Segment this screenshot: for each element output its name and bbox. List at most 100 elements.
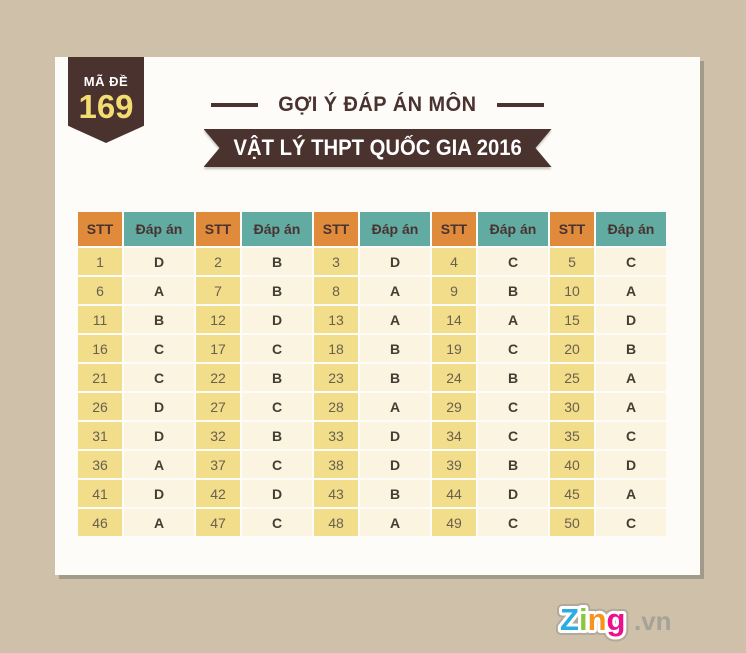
subject-title: VẬT LÝ THPT QUỐC GIA 2016	[233, 135, 522, 160]
answer-cell: D	[360, 422, 430, 449]
answer-cell: C	[242, 393, 312, 420]
question-number-cell: 50	[550, 509, 594, 536]
answer-cell: B	[242, 277, 312, 304]
question-number-cell: 22	[196, 364, 240, 391]
table-row: 26 D 27 C 28 A 29 C 30 A	[78, 393, 666, 420]
question-number-cell: 14	[432, 306, 476, 333]
answer-cell: A	[124, 451, 194, 478]
table-header-row: STT Đáp án STT Đáp án STT Đáp án STT Đáp án STT Đ…	[78, 212, 666, 246]
page-title: GỢI Ý ĐÁP ÁN MÔN	[278, 93, 477, 116]
header-answer: Đáp án	[124, 212, 194, 246]
question-number-cell: 21	[78, 364, 122, 391]
answer-cell: A	[596, 277, 666, 304]
answer-cell: B	[360, 364, 430, 391]
answer-cell: B	[360, 335, 430, 362]
answer-cell: D	[360, 451, 430, 478]
answer-cell: C	[124, 364, 194, 391]
question-number-cell: 30	[550, 393, 594, 420]
title-left-dash	[211, 103, 259, 107]
title-right-dash	[496, 103, 544, 107]
header-stt: STT	[78, 212, 122, 246]
question-number-cell: 5	[550, 248, 594, 275]
question-number-cell: 20	[550, 335, 594, 362]
answer-key-card: MÃ ĐỀ 169 GỢI Ý ĐÁP ÁN MÔN VẬT LÝ THPT Q…	[55, 57, 700, 575]
table-row: 21 C 22 B 23 B 24 B 25 A	[78, 364, 666, 391]
answer-cell: C	[242, 509, 312, 536]
answer-cell: C	[596, 509, 666, 536]
question-number-cell: 37	[196, 451, 240, 478]
answer-cell: B	[478, 451, 548, 478]
header-stt: STT	[196, 212, 240, 246]
answer-cell: C	[242, 451, 312, 478]
question-number-cell: 23	[314, 364, 358, 391]
question-number-cell: 1	[78, 248, 122, 275]
question-number-cell: 11	[78, 306, 122, 333]
header-answer: Đáp án	[478, 212, 548, 246]
question-number-cell: 33	[314, 422, 358, 449]
table-row: 41 D 42 D 43 B 44 D 45 A	[78, 480, 666, 507]
question-number-cell: 43	[314, 480, 358, 507]
answer-cell: A	[360, 306, 430, 333]
answer-cell: C	[596, 422, 666, 449]
answer-cell: D	[124, 393, 194, 420]
answer-cell: A	[124, 509, 194, 536]
question-number-cell: 2	[196, 248, 240, 275]
question-number-cell: 40	[550, 451, 594, 478]
header-stt: STT	[550, 212, 594, 246]
answer-cell: D	[124, 422, 194, 449]
question-number-cell: 26	[78, 393, 122, 420]
zing-word-stroke: Zing	[560, 602, 625, 637]
question-number-cell: 35	[550, 422, 594, 449]
table-row: 6 A 7 B 8 A 9 B 10 A	[78, 277, 666, 304]
header-answer: Đáp án	[360, 212, 430, 246]
zing-suffix: .vn	[634, 606, 672, 636]
answer-cell: C	[242, 335, 312, 362]
question-number-cell: 19	[432, 335, 476, 362]
subject-ribbon: VẬT LÝ THPT QUỐC GIA 2016	[204, 129, 552, 167]
answer-table: STT Đáp án STT Đáp án STT Đáp án STT Đáp án STT Đ…	[76, 210, 668, 538]
question-number-cell: 13	[314, 306, 358, 333]
question-number-cell: 6	[78, 277, 122, 304]
title-row: GỢI Ý ĐÁP ÁN MÔN	[55, 93, 700, 117]
question-number-cell: 24	[432, 364, 476, 391]
question-number-cell: 18	[314, 335, 358, 362]
answer-cell: B	[596, 335, 666, 362]
question-number-cell: 3	[314, 248, 358, 275]
header-stt: STT	[314, 212, 358, 246]
question-number-cell: 28	[314, 393, 358, 420]
answer-cell: C	[478, 393, 548, 420]
answer-cell: C	[478, 422, 548, 449]
question-number-cell: 42	[196, 480, 240, 507]
answer-cell: A	[596, 480, 666, 507]
question-number-cell: 15	[550, 306, 594, 333]
header-answer: Đáp án	[596, 212, 666, 246]
table-row: 36 A 37 C 38 D 39 B 40 D	[78, 451, 666, 478]
exam-code-number: 169	[78, 88, 134, 125]
answer-cell: B	[478, 277, 548, 304]
answer-cell: D	[478, 480, 548, 507]
question-number-cell: 32	[196, 422, 240, 449]
answer-cell: B	[478, 364, 548, 391]
question-number-cell: 25	[550, 364, 594, 391]
ribbon-wrap: VẬT LÝ THPT QUỐC GIA 2016	[55, 129, 700, 167]
table-row: 31 D 32 B 33 D 34 C 35 C	[78, 422, 666, 449]
question-number-cell: 27	[196, 393, 240, 420]
answer-cell: B	[360, 480, 430, 507]
answer-cell: D	[124, 248, 194, 275]
answer-cell: D	[596, 451, 666, 478]
answer-cell: B	[242, 364, 312, 391]
answer-cell: A	[478, 306, 548, 333]
answer-cell: D	[124, 480, 194, 507]
question-number-cell: 38	[314, 451, 358, 478]
answer-cell: A	[360, 277, 430, 304]
exam-code-badge: MÃ ĐỀ 169	[68, 57, 144, 143]
table-row: 16 C 17 C 18 B 19 C 20 B	[78, 335, 666, 362]
zing-word: Zing	[560, 602, 625, 637]
header-answer: Đáp án	[242, 212, 312, 246]
answer-cell: D	[242, 306, 312, 333]
question-number-cell: 36	[78, 451, 122, 478]
table-row: 11 B 12 D 13 A 14 A 15 D	[78, 306, 666, 333]
question-number-cell: 7	[196, 277, 240, 304]
answer-cell: A	[596, 364, 666, 391]
